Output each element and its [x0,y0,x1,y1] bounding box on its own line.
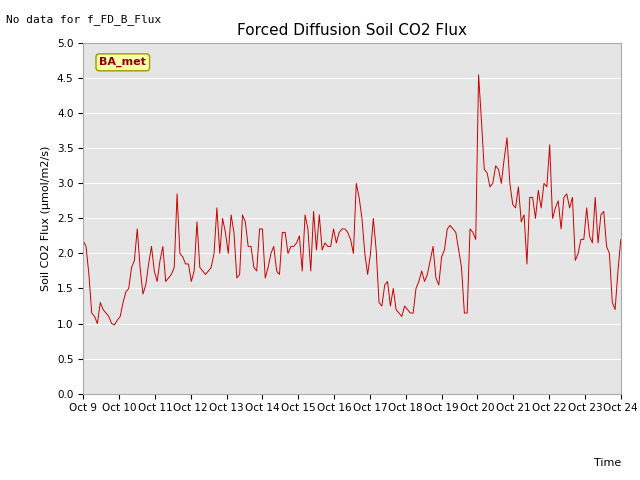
Text: BA_met: BA_met [99,57,146,68]
Title: Forced Diffusion Soil CO2 Flux: Forced Diffusion Soil CO2 Flux [237,23,467,38]
Text: No data for f_FD_B_Flux: No data for f_FD_B_Flux [6,14,162,25]
Text: Time: Time [593,458,621,468]
Y-axis label: Soil CO2 Flux (µmol/m2/s): Soil CO2 Flux (µmol/m2/s) [42,146,51,291]
